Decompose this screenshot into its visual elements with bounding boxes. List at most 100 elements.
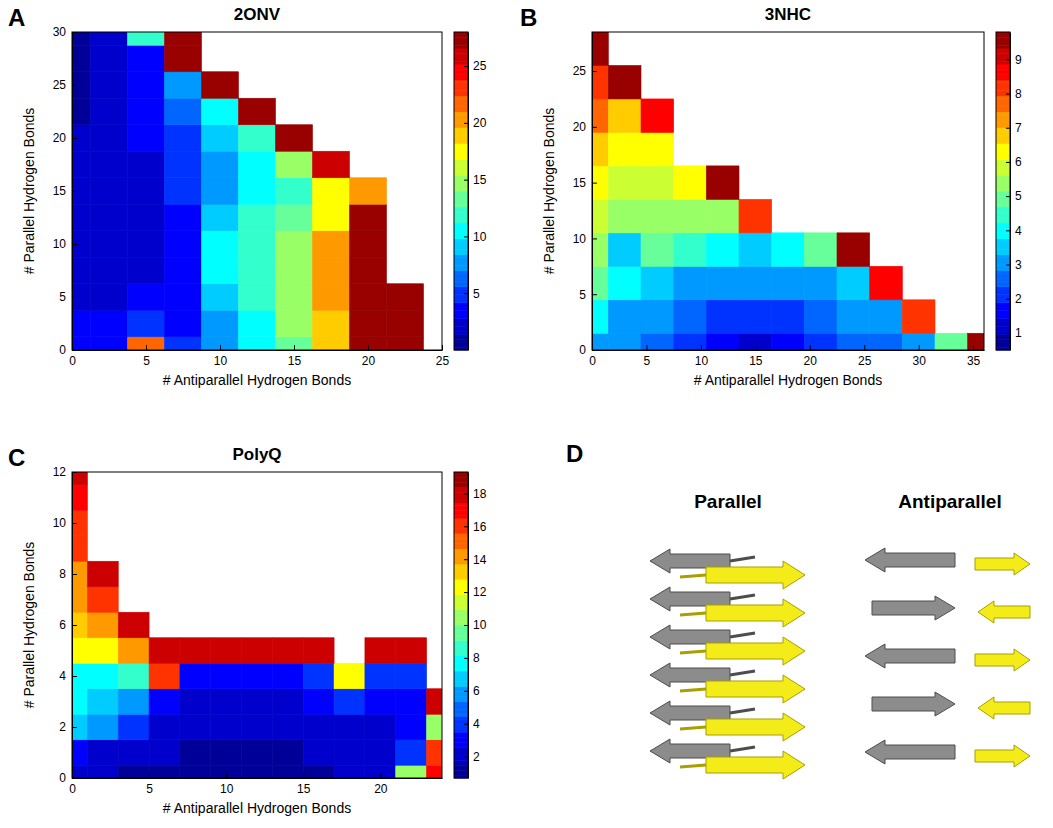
- cell: [272, 765, 303, 778]
- strand-arrow: [978, 697, 1030, 719]
- cells: [72, 32, 424, 350]
- tick-mark: [864, 345, 865, 350]
- tick-label: 15: [749, 354, 763, 368]
- tick-label: 4: [473, 717, 480, 731]
- cell: [211, 689, 242, 715]
- cell: [128, 45, 165, 72]
- cell: [365, 638, 396, 664]
- cell: [592, 132, 608, 165]
- colorbar-frame: [454, 32, 468, 350]
- plot-frame: [72, 32, 442, 350]
- cell: [211, 740, 242, 766]
- tick: 15: [749, 345, 763, 368]
- cell: [239, 284, 276, 311]
- tick-mark: [464, 526, 468, 527]
- tick-label: 25: [573, 64, 587, 78]
- tick-mark: [72, 297, 77, 298]
- panel-letter: D: [566, 440, 583, 467]
- tick-mark: [464, 625, 468, 626]
- tick-mark: [464, 123, 468, 124]
- cell: [387, 284, 424, 311]
- cell: [739, 199, 772, 232]
- cell: [72, 536, 87, 562]
- strand-arrow: [706, 713, 805, 741]
- cell: [608, 199, 641, 232]
- tick-mark: [464, 236, 468, 237]
- cell: [592, 266, 608, 299]
- tick: 5: [464, 287, 480, 301]
- tick-mark: [1006, 59, 1010, 60]
- tick: 5: [579, 288, 597, 302]
- cell: [91, 284, 128, 311]
- cell: [72, 98, 91, 125]
- tick-label: 8: [473, 651, 480, 665]
- tick-mark: [72, 244, 77, 245]
- tick: 4: [59, 669, 77, 683]
- chart-title: 3NHC: [765, 5, 811, 24]
- tick-label: 12: [473, 585, 487, 599]
- tick: 5: [146, 773, 153, 796]
- tick: 25: [436, 345, 450, 368]
- cell: [365, 663, 396, 689]
- cell: [276, 337, 313, 350]
- tick: 15: [297, 773, 311, 796]
- tick: 25: [464, 59, 487, 73]
- cell: [365, 689, 396, 715]
- cell: [72, 472, 87, 485]
- cell: [902, 300, 935, 333]
- panel-letter: B: [520, 4, 537, 31]
- cell: [303, 663, 334, 689]
- cell: [118, 663, 149, 689]
- cell: [706, 300, 739, 333]
- cell: [165, 125, 202, 152]
- cell: [91, 72, 128, 99]
- tick-label: 0: [59, 343, 66, 357]
- tick: 6: [1006, 155, 1022, 169]
- tick-mark: [464, 66, 468, 67]
- cell: [350, 231, 387, 258]
- tick-mark: [464, 658, 468, 659]
- cell: [772, 233, 805, 266]
- tick: 5: [59, 290, 77, 304]
- cell: [641, 233, 674, 266]
- cell: [427, 740, 442, 766]
- cells: [72, 472, 442, 778]
- cell: [128, 151, 165, 178]
- cell: [313, 337, 350, 350]
- tick-mark: [72, 625, 77, 626]
- tick-label: 20: [53, 131, 67, 145]
- cell: [313, 257, 350, 284]
- tick-label: 5: [59, 290, 66, 304]
- tick-label: 0: [59, 771, 66, 785]
- tick-mark: [1006, 299, 1010, 300]
- panel-letter: A: [8, 4, 25, 31]
- strand-arrow: [706, 599, 805, 627]
- cell: [365, 765, 396, 778]
- tick-label: 0: [69, 782, 76, 796]
- cell: [242, 638, 273, 664]
- tick: 2: [464, 750, 480, 764]
- tick: 5: [143, 345, 150, 368]
- cell: [202, 98, 239, 125]
- cell: [313, 204, 350, 231]
- cell: [180, 638, 211, 664]
- cell: [202, 72, 239, 99]
- cell: [313, 231, 350, 258]
- cell: [350, 257, 387, 284]
- tick: 10: [464, 618, 487, 632]
- cell: [128, 231, 165, 258]
- tick: 6: [464, 684, 480, 698]
- tick-label: 10: [214, 354, 228, 368]
- tick-mark: [1006, 196, 1010, 197]
- cell: [72, 310, 91, 337]
- cell: [72, 178, 91, 205]
- cell: [313, 284, 350, 311]
- tick: 10: [220, 773, 234, 796]
- tick: 30: [912, 345, 926, 368]
- cell: [303, 714, 334, 740]
- strand-tail: [730, 557, 755, 561]
- strand-arrow: [865, 548, 955, 572]
- cell: [592, 32, 608, 65]
- cell: [427, 765, 442, 778]
- tick-label: 10: [220, 782, 234, 796]
